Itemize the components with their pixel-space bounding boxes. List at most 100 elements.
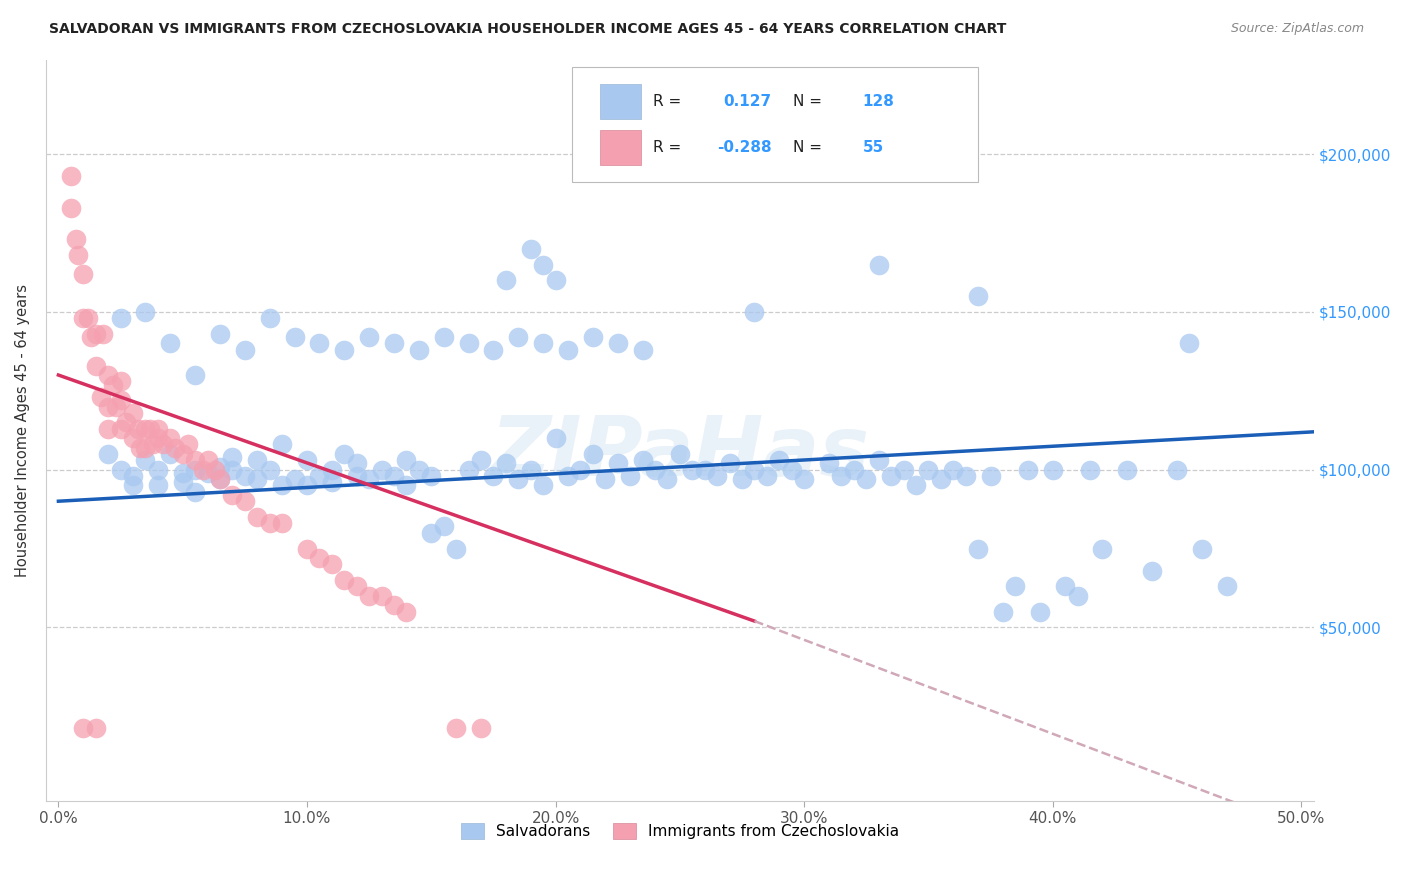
Point [508,472,530,486]
Point [1191,541,1213,556]
Point [122,431,145,445]
Point [208,472,231,486]
Text: Source: ZipAtlas.com: Source: ZipAtlas.com [1230,22,1364,36]
Legend: Salvadorans, Immigrants from Czechoslovakia: Salvadorans, Immigrants from Czechoslova… [454,817,905,845]
Point [110,463,132,477]
Point [308,551,330,566]
Point [830,469,852,483]
Point [382,469,405,483]
Point [146,422,169,436]
Point [84,326,107,341]
Point [457,336,479,351]
Point [631,453,654,467]
Point [482,343,505,357]
Point [134,422,156,436]
Point [101,377,124,392]
Point [693,463,716,477]
Point [557,469,579,483]
Point [84,722,107,736]
Point [544,431,567,445]
Point [967,541,990,556]
Point [1078,463,1101,477]
Point [259,463,281,477]
Point [159,431,181,445]
Point [544,273,567,287]
Point [72,311,94,326]
Point [146,478,169,492]
Point [370,463,392,477]
Point [382,336,405,351]
Point [172,475,194,490]
Point [942,463,965,477]
Point [731,472,754,486]
Text: ZIPaHas: ZIPaHas [491,412,869,493]
Point [321,558,343,572]
Point [793,472,815,486]
Point [631,343,654,357]
Point [122,406,145,420]
Point [221,463,243,477]
Point [359,472,381,486]
Point [59,201,82,215]
Point [1042,463,1064,477]
Point [893,463,915,477]
Point [1004,579,1026,593]
Point [768,453,790,467]
Point [444,541,467,556]
Point [176,437,198,451]
Text: 55: 55 [862,140,884,155]
Point [606,336,628,351]
Point [619,469,641,483]
Point [159,447,181,461]
Point [295,453,318,467]
Point [90,390,112,404]
Point [246,453,269,467]
Point [657,472,679,486]
Point [208,459,231,474]
FancyBboxPatch shape [600,129,641,165]
Point [77,311,100,326]
Point [308,469,330,483]
Point [208,326,231,341]
Point [184,368,207,382]
Point [980,469,1002,483]
Point [134,305,156,319]
Point [644,463,666,477]
Point [110,375,132,389]
Point [744,305,766,319]
Point [382,599,405,613]
Point [165,441,187,455]
Point [359,330,381,344]
Point [359,589,381,603]
Point [204,463,226,477]
Point [233,343,256,357]
Text: N =: N = [793,94,821,109]
Y-axis label: Householder Income Ages 45 - 64 years: Householder Income Ages 45 - 64 years [15,284,30,577]
Point [295,478,318,492]
Point [114,415,136,429]
Point [321,463,343,477]
Point [271,437,294,451]
Text: R =: R = [654,94,682,109]
Point [259,516,281,531]
Point [780,463,803,477]
Point [582,330,605,344]
Point [433,519,456,533]
Point [184,484,207,499]
Point [868,258,890,272]
Point [72,722,94,736]
Point [59,169,82,184]
Point [221,450,243,464]
Point [142,437,165,451]
Point [184,453,207,467]
Point [1054,579,1077,593]
Point [433,330,456,344]
Point [122,469,145,483]
Text: SALVADORAN VS IMMIGRANTS FROM CZECHOSLOVAKIA HOUSEHOLDER INCOME AGES 45 - 64 YEA: SALVADORAN VS IMMIGRANTS FROM CZECHOSLOV… [49,22,1007,37]
Point [134,441,156,455]
Point [110,311,132,326]
Point [197,453,219,467]
Point [97,422,120,436]
Point [191,463,214,477]
Point [395,478,418,492]
